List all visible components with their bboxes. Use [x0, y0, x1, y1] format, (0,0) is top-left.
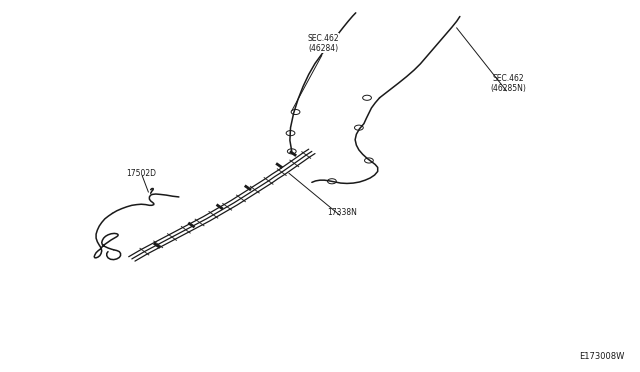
Text: 17502D: 17502D: [126, 169, 156, 178]
Text: SEC.462
(46284): SEC.462 (46284): [307, 33, 339, 53]
Text: E173008W: E173008W: [579, 352, 624, 361]
Text: SEC.462
(46285N): SEC.462 (46285N): [490, 74, 526, 93]
Text: 17338N: 17338N: [327, 208, 357, 217]
